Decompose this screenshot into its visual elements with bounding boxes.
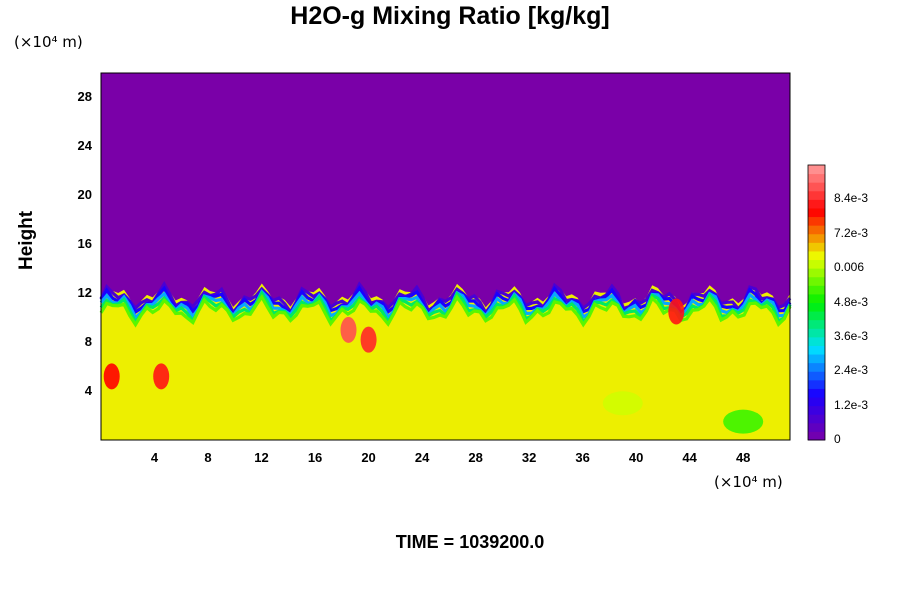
colorbar-label: 4.8e-3	[834, 294, 869, 309]
colorbar-cell	[808, 362, 825, 372]
colorbar-cell	[808, 345, 825, 355]
x-tick-label: 4	[150, 450, 159, 465]
colorbar-cell	[808, 216, 825, 226]
colorbar-cell	[808, 388, 825, 398]
time-label: TIME = 1039200.0	[395, 532, 545, 552]
x-tick-label: 20	[361, 450, 376, 465]
x-tick-label: 44	[682, 450, 697, 465]
colorbar-cell	[808, 268, 825, 278]
colorbar-cell	[808, 431, 825, 441]
y-tick-label: 4	[84, 383, 92, 399]
x-tick-label: 24	[414, 450, 430, 465]
colorbar-cell	[808, 250, 825, 261]
colorbar-cell	[808, 311, 825, 321]
colorbar-label: 1.2e-3	[834, 397, 869, 412]
x-tick-label: 36	[575, 450, 590, 465]
feature-5	[602, 391, 643, 416]
feature-3	[360, 326, 377, 353]
colorbar-cell	[808, 354, 825, 364]
colorbar-label: 8.4e-3	[834, 191, 869, 206]
colorbar-cell	[808, 328, 825, 338]
y-axis-unit: (×10⁴ m)	[14, 33, 83, 51]
y-tick-label: 24	[77, 138, 92, 154]
x-axis-unit: (×10⁴ m)	[714, 473, 783, 491]
colorbar-cell	[808, 414, 825, 424]
colorbar-cell	[808, 405, 825, 415]
feature-4	[723, 409, 764, 434]
colorbar-cell	[808, 276, 825, 286]
y-tick-label: 12	[77, 285, 92, 301]
y-tick-label: 20	[77, 187, 92, 203]
colorbar-label: 0.006	[834, 260, 865, 275]
colorbar-label: 2.4e-3	[834, 363, 869, 378]
colorbar-cell	[808, 165, 825, 175]
colorbar-cell	[808, 173, 825, 183]
y-tick-label: 16	[77, 236, 92, 252]
x-tick-label: 40	[628, 450, 644, 465]
dry-layer	[101, 73, 790, 308]
x-tick-label: 28	[468, 450, 483, 465]
y-tick-label: 28	[77, 89, 92, 105]
feature-0	[103, 363, 120, 390]
colorbar-cell	[808, 242, 825, 252]
colorbar-cell	[808, 293, 825, 303]
colorbar-cell	[808, 379, 825, 389]
colorbar-cell	[808, 285, 825, 295]
colorbar-label: 0	[834, 432, 841, 446]
colorbar-cell	[808, 225, 825, 235]
x-tick-label: 48	[735, 450, 751, 465]
feature-6	[668, 298, 685, 325]
colorbar-cell	[808, 233, 825, 243]
colorbar-cell	[808, 397, 825, 407]
x-tick-label: 12	[254, 450, 269, 465]
colorbar-cell	[808, 182, 825, 192]
feature-1	[153, 363, 170, 390]
feature-2	[340, 316, 357, 343]
colorbar-label: 7.2e-3	[834, 225, 869, 240]
chart-title: H2O-g Mixing Ratio [kg/kg]	[290, 2, 610, 30]
colorbar-cell	[808, 422, 825, 432]
colorbar-cell	[808, 207, 825, 218]
colorbar-cell	[808, 371, 825, 381]
x-tick-label: 16	[307, 450, 323, 465]
colorbar-cell	[808, 302, 825, 312]
colorbar-cell	[808, 199, 825, 209]
colorbar-cell	[808, 336, 825, 346]
colorbar-cell	[808, 319, 825, 329]
y-tick-label: 8	[84, 334, 92, 350]
x-tick-label: 8	[204, 450, 212, 465]
colorbar-frame	[807, 164, 826, 441]
colorbar-cell	[808, 190, 825, 200]
x-tick-label: 32	[521, 450, 537, 465]
colorbar-label: 3.6e-3	[834, 328, 869, 343]
plot-frame	[100, 72, 791, 441]
colorbar-cell	[808, 259, 825, 269]
